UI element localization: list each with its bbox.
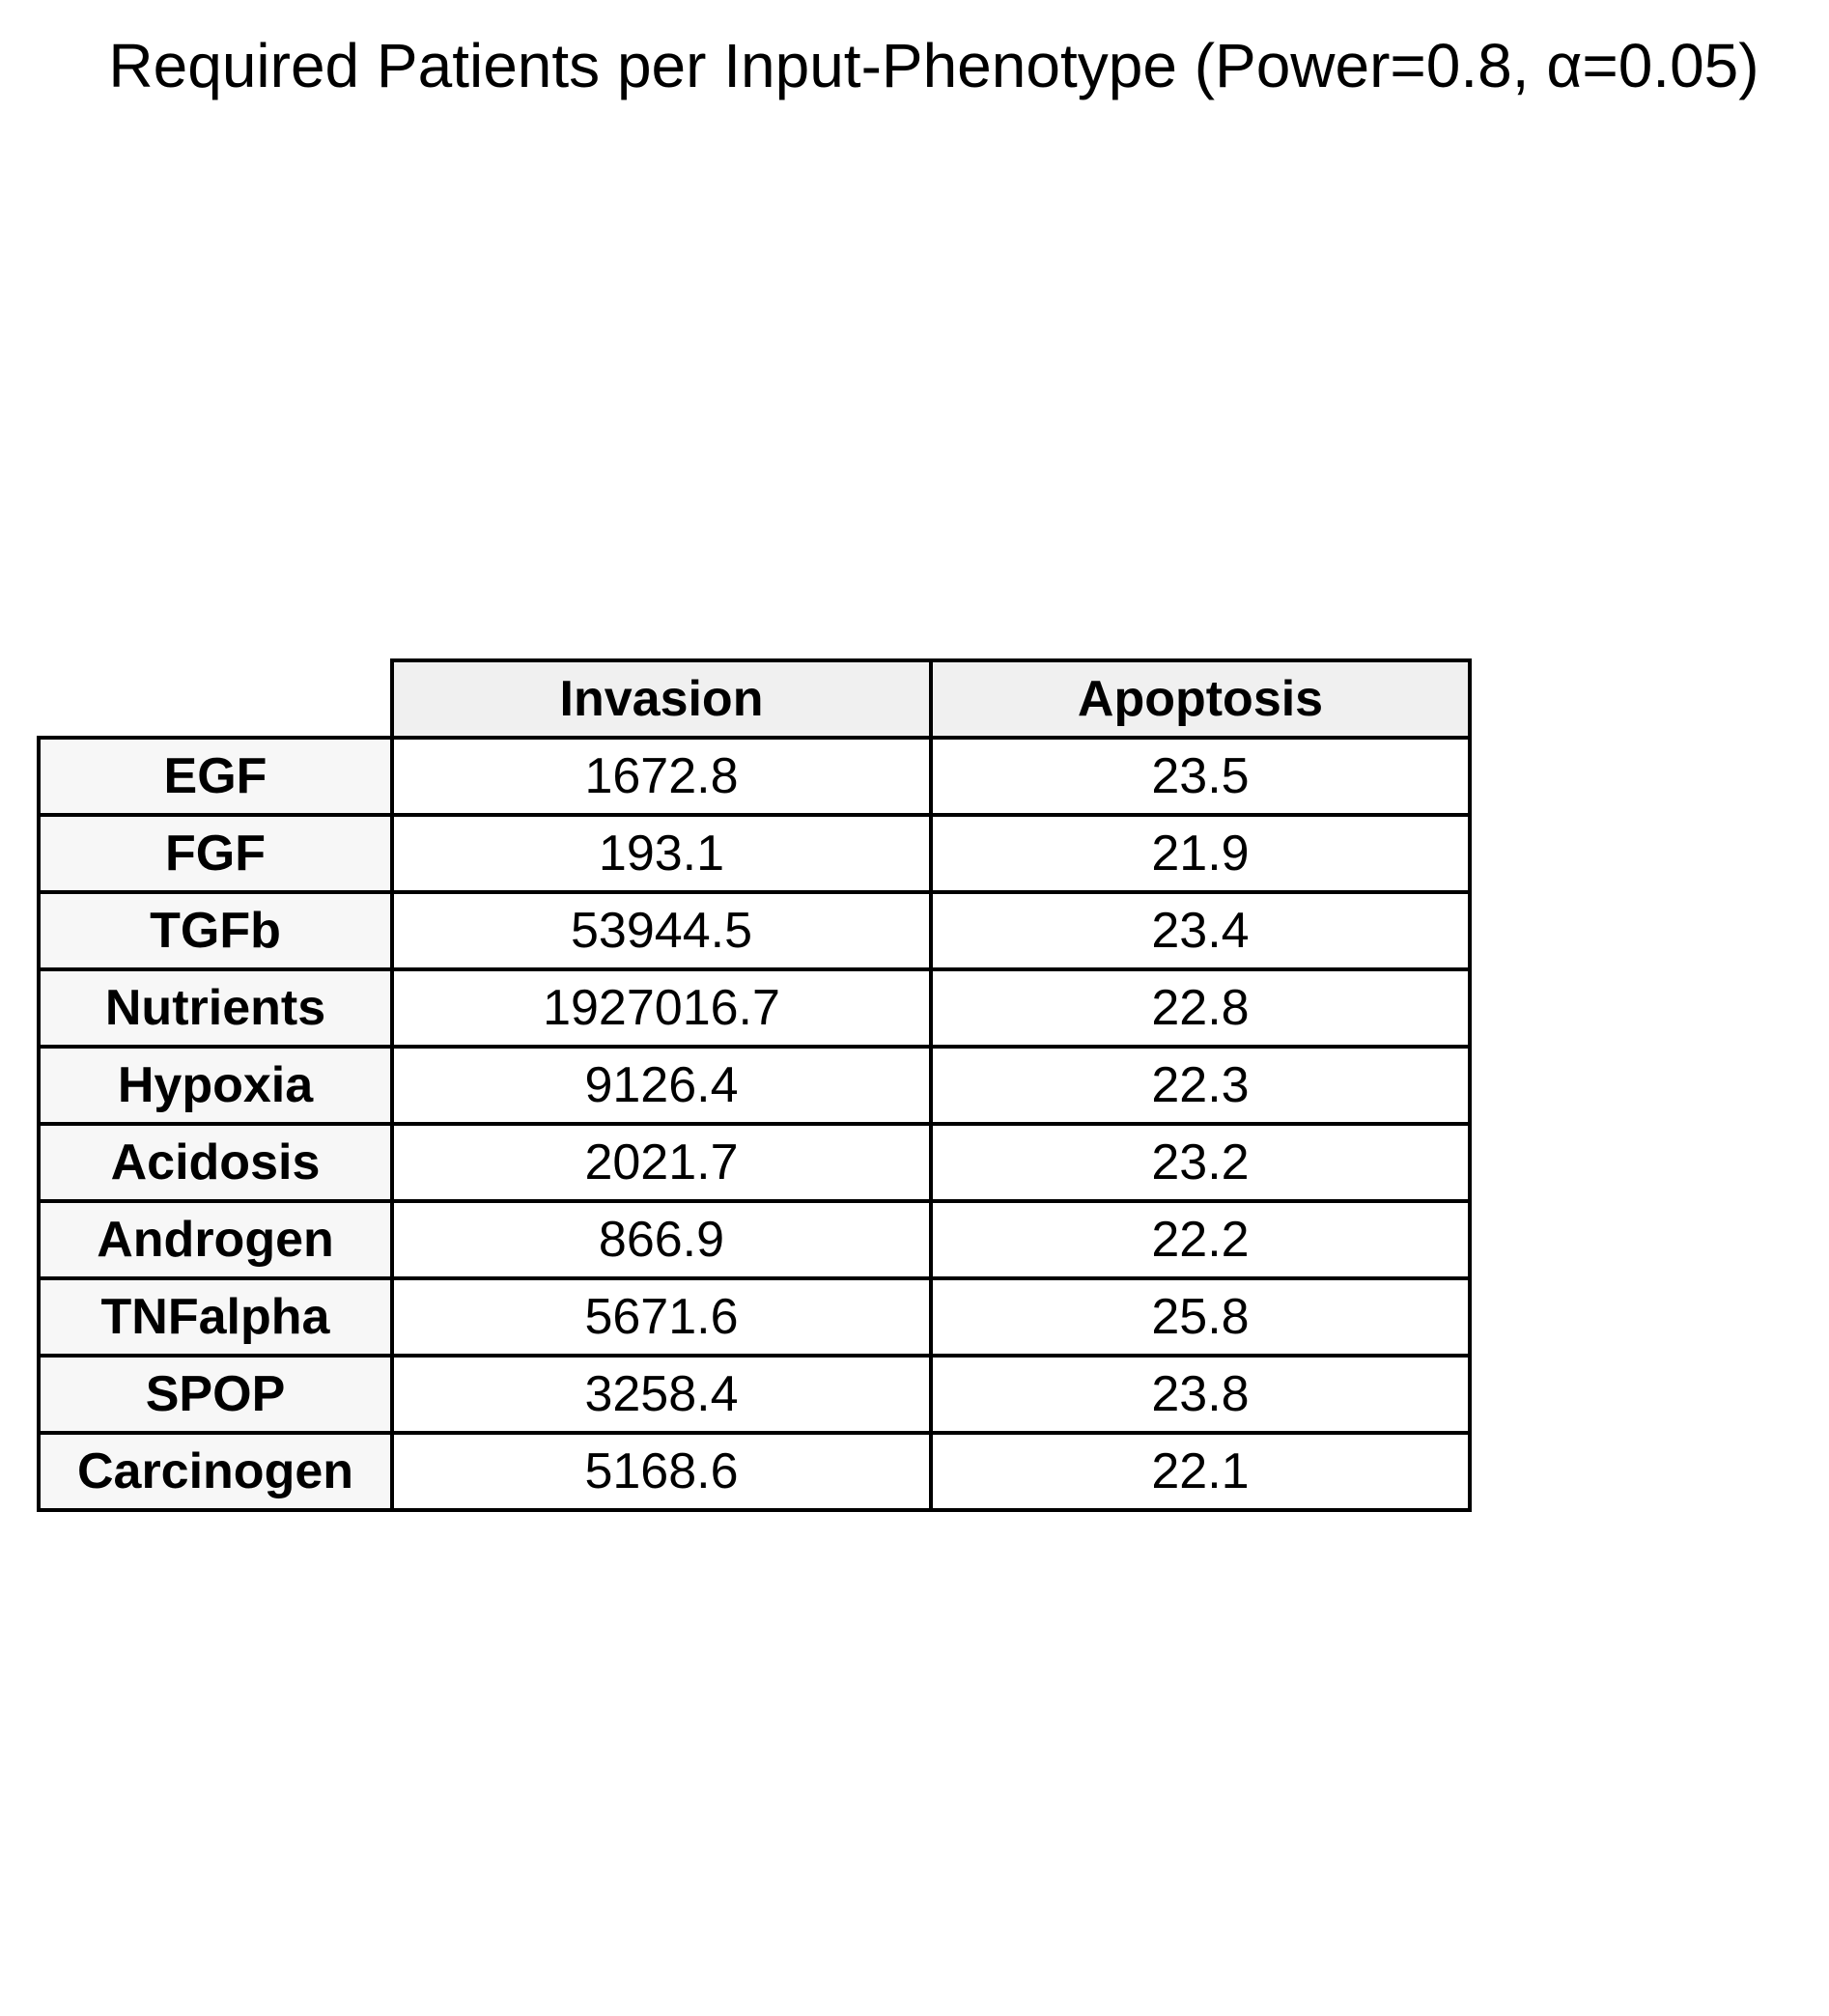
column-header-apoptosis: Apoptosis: [929, 658, 1472, 740]
table-row: TNFalpha 5671.6 25.8: [37, 1276, 1472, 1358]
row-header: TNFalpha: [37, 1276, 394, 1358]
row-header: EGF: [37, 736, 394, 817]
row-header: Carcinogen: [37, 1431, 394, 1512]
row-header: Androgen: [37, 1199, 394, 1280]
table-cell-invasion: 9126.4: [390, 1045, 933, 1126]
table-row: FGF 193.1 21.9: [37, 813, 1472, 894]
row-header: SPOP: [37, 1354, 394, 1435]
row-header: Nutrients: [37, 967, 394, 1049]
table-cell-invasion: 5168.6: [390, 1431, 933, 1512]
table-cell-apoptosis: 23.2: [929, 1122, 1472, 1203]
table-cell-apoptosis: 23.8: [929, 1354, 1472, 1435]
table-row: Hypoxia 9126.4 22.3: [37, 1045, 1472, 1126]
table-row: Androgen 866.9 22.2: [37, 1199, 1472, 1280]
table-cell-apoptosis: 22.1: [929, 1431, 1472, 1512]
row-header: Acidosis: [37, 1122, 394, 1203]
table-row: SPOP 3258.4 23.8: [37, 1354, 1472, 1435]
table-cell-apoptosis: 23.5: [929, 736, 1472, 817]
table-cell-invasion: 3258.4: [390, 1354, 933, 1435]
table-corner: [39, 660, 392, 738]
table-cell-invasion: 1672.8: [390, 736, 933, 817]
column-header-invasion: Invasion: [390, 658, 933, 740]
table-cell-apoptosis: 22.3: [929, 1045, 1472, 1126]
row-header: FGF: [37, 813, 394, 894]
table-header-row: Invasion Apoptosis: [39, 658, 1472, 740]
table-cell-invasion: 1927016.7: [390, 967, 933, 1049]
row-header: Hypoxia: [37, 1045, 394, 1126]
data-table: Invasion Apoptosis EGF 1672.8 23.5 FGF 1…: [37, 658, 1472, 1512]
table-cell-apoptosis: 21.9: [929, 813, 1472, 894]
table-row: Nutrients 1927016.7 22.8: [37, 967, 1472, 1049]
table-cell-apoptosis: 22.2: [929, 1199, 1472, 1280]
table-cell-invasion: 866.9: [390, 1199, 933, 1280]
table-cell-apoptosis: 25.8: [929, 1276, 1472, 1358]
table-cell-invasion: 5671.6: [390, 1276, 933, 1358]
table-cell-invasion: 2021.7: [390, 1122, 933, 1203]
table-cell-invasion: 53944.5: [390, 890, 933, 971]
table-row: EGF 1672.8 23.5: [37, 736, 1472, 817]
table-row: TGFb 53944.5 23.4: [37, 890, 1472, 971]
row-header: TGFb: [37, 890, 394, 971]
table-row: Carcinogen 5168.6 22.1: [37, 1431, 1472, 1512]
table-cell-apoptosis: 22.8: [929, 967, 1472, 1049]
table-cell-apoptosis: 23.4: [929, 890, 1472, 971]
table-row: Acidosis 2021.7 23.2: [37, 1122, 1472, 1203]
table-cell-invasion: 193.1: [390, 813, 933, 894]
chart-title: Required Patients per Input-Phenotype (P…: [108, 31, 1759, 100]
